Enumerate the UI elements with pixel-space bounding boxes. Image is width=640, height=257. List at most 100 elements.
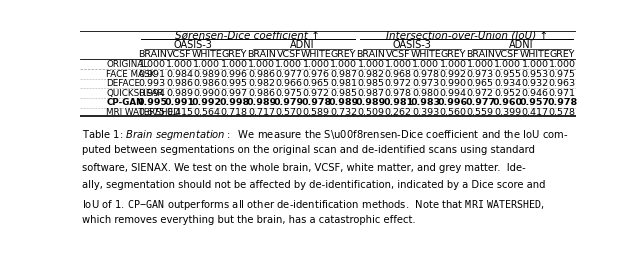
- Text: 0.509: 0.509: [357, 108, 385, 117]
- Text: 0.986: 0.986: [248, 70, 275, 79]
- Text: 0.975: 0.975: [549, 70, 576, 79]
- Text: 0.932: 0.932: [522, 79, 548, 88]
- Text: 0.965: 0.965: [467, 79, 494, 88]
- Text: 0.990: 0.990: [440, 79, 467, 88]
- Text: 0.968: 0.968: [385, 70, 412, 79]
- Text: 0.991: 0.991: [139, 70, 166, 79]
- Text: 0.973: 0.973: [467, 70, 494, 79]
- Text: 0.989: 0.989: [356, 98, 386, 107]
- Text: MRI WATERSHED: MRI WATERSHED: [106, 108, 180, 117]
- Text: 0.952: 0.952: [494, 89, 521, 98]
- Text: 0.985: 0.985: [330, 89, 357, 98]
- Text: 0.417: 0.417: [522, 108, 548, 117]
- Text: 0.718: 0.718: [221, 108, 248, 117]
- Text: 0.963: 0.963: [548, 79, 576, 88]
- Text: 0.972: 0.972: [385, 79, 412, 88]
- Text: 0.989: 0.989: [246, 98, 276, 107]
- Text: 0.991: 0.991: [164, 98, 195, 107]
- Text: 0.564: 0.564: [193, 108, 220, 117]
- Text: which removes everything but the brain, has a catastrophic effect.: which removes everything but the brain, …: [83, 215, 416, 225]
- Text: 1.000: 1.000: [166, 60, 193, 69]
- Text: 0.972: 0.972: [303, 89, 330, 98]
- Text: Intersection-over-Union (IoU) ↑: Intersection-over-Union (IoU) ↑: [385, 31, 548, 41]
- Text: GREY: GREY: [440, 50, 466, 59]
- Text: 1.000: 1.000: [221, 60, 248, 69]
- Text: 0.732: 0.732: [330, 108, 357, 117]
- Text: 1.000: 1.000: [412, 60, 439, 69]
- Text: 1.000: 1.000: [549, 60, 576, 69]
- Text: 0.978: 0.978: [301, 98, 332, 107]
- Text: 0.989: 0.989: [193, 70, 220, 79]
- Text: 0.393: 0.393: [412, 108, 439, 117]
- Text: 1.000: 1.000: [357, 60, 385, 69]
- Text: 0.989: 0.989: [328, 98, 358, 107]
- Text: IoU of 1. $\mathtt{CP\!-\!GAN}$ outperforms all other de-identification methods.: IoU of 1. $\mathtt{CP\!-\!GAN}$ outperfo…: [83, 198, 545, 212]
- Text: 1.000: 1.000: [303, 60, 330, 69]
- Text: 1.000: 1.000: [275, 60, 303, 69]
- Text: 0.995: 0.995: [137, 98, 167, 107]
- Text: QUICKSHEAR: QUICKSHEAR: [106, 89, 164, 98]
- Text: 0.993: 0.993: [139, 79, 166, 88]
- Text: 1.000: 1.000: [139, 60, 166, 69]
- Text: CP-GAN: CP-GAN: [106, 98, 144, 107]
- Text: GREY: GREY: [221, 50, 247, 59]
- Text: 0.973: 0.973: [412, 79, 439, 88]
- Text: 0.997: 0.997: [221, 89, 248, 98]
- Text: Sørensen-Dice coefficient ↑: Sørensen-Dice coefficient ↑: [175, 31, 321, 41]
- Text: ally, segmentation should not be affected by de-identification, indicated by a D: ally, segmentation should not be affecte…: [83, 180, 546, 190]
- Text: BRAIN: BRAIN: [356, 50, 385, 59]
- Text: 0.978: 0.978: [547, 98, 577, 107]
- Text: 0.979: 0.979: [274, 98, 304, 107]
- Text: OASIS-3: OASIS-3: [174, 40, 212, 50]
- Text: 0.995: 0.995: [221, 79, 248, 88]
- Text: 0.985: 0.985: [357, 79, 385, 88]
- Text: 0.992: 0.992: [440, 70, 467, 79]
- Text: 0.675: 0.675: [139, 108, 166, 117]
- Text: 0.982: 0.982: [357, 70, 385, 79]
- Text: WHITE: WHITE: [410, 50, 441, 59]
- Text: BRAIN: BRAIN: [466, 50, 495, 59]
- Text: 0.953: 0.953: [522, 70, 548, 79]
- Text: 0.717: 0.717: [248, 108, 275, 117]
- Text: 1.000: 1.000: [467, 60, 494, 69]
- Text: 0.987: 0.987: [330, 70, 357, 79]
- Text: 0.960: 0.960: [493, 98, 523, 107]
- Text: GREY: GREY: [550, 50, 575, 59]
- Text: 0.984: 0.984: [166, 70, 193, 79]
- Text: 0.578: 0.578: [549, 108, 576, 117]
- Text: 0.570: 0.570: [275, 108, 303, 117]
- Text: 0.975: 0.975: [275, 89, 303, 98]
- Text: 0.981: 0.981: [383, 98, 413, 107]
- Text: puted between segmentations on the original scan and de-identified scans using s: puted between segmentations on the origi…: [83, 145, 536, 155]
- Text: WHITE: WHITE: [301, 50, 332, 59]
- Text: 0.946: 0.946: [522, 89, 548, 98]
- Text: VCSF: VCSF: [167, 50, 192, 59]
- Text: BRAIN: BRAIN: [247, 50, 276, 59]
- Text: 0.971: 0.971: [549, 89, 576, 98]
- Text: 1.000: 1.000: [385, 60, 412, 69]
- Text: VCSF: VCSF: [495, 50, 520, 59]
- Text: 1.000: 1.000: [494, 60, 521, 69]
- Text: 0.934: 0.934: [494, 79, 521, 88]
- Text: 0.981: 0.981: [330, 79, 357, 88]
- Text: VCSF: VCSF: [386, 50, 410, 59]
- Text: ADNI: ADNI: [509, 40, 534, 50]
- Text: BRAIN: BRAIN: [138, 50, 166, 59]
- Text: software, SIENAX. We test on the whole brain, VCSF, white matter, and grey matte: software, SIENAX. We test on the whole b…: [83, 163, 526, 173]
- Text: 0.992: 0.992: [192, 98, 222, 107]
- Text: ORIGINAL: ORIGINAL: [106, 60, 148, 69]
- Text: 0.986: 0.986: [166, 79, 193, 88]
- Text: 0.987: 0.987: [357, 89, 385, 98]
- Text: 1.000: 1.000: [193, 60, 220, 69]
- Text: 0.399: 0.399: [494, 108, 521, 117]
- Text: 0.966: 0.966: [275, 79, 303, 88]
- Text: DEFACE: DEFACE: [106, 79, 140, 88]
- Text: 0.589: 0.589: [303, 108, 330, 117]
- Text: WHITE: WHITE: [191, 50, 222, 59]
- Text: 0.965: 0.965: [303, 79, 330, 88]
- Text: 0.559: 0.559: [467, 108, 494, 117]
- Text: 0.994: 0.994: [440, 89, 467, 98]
- Text: 0.976: 0.976: [303, 70, 330, 79]
- Text: 0.996: 0.996: [221, 70, 248, 79]
- Text: ADNI: ADNI: [291, 40, 315, 50]
